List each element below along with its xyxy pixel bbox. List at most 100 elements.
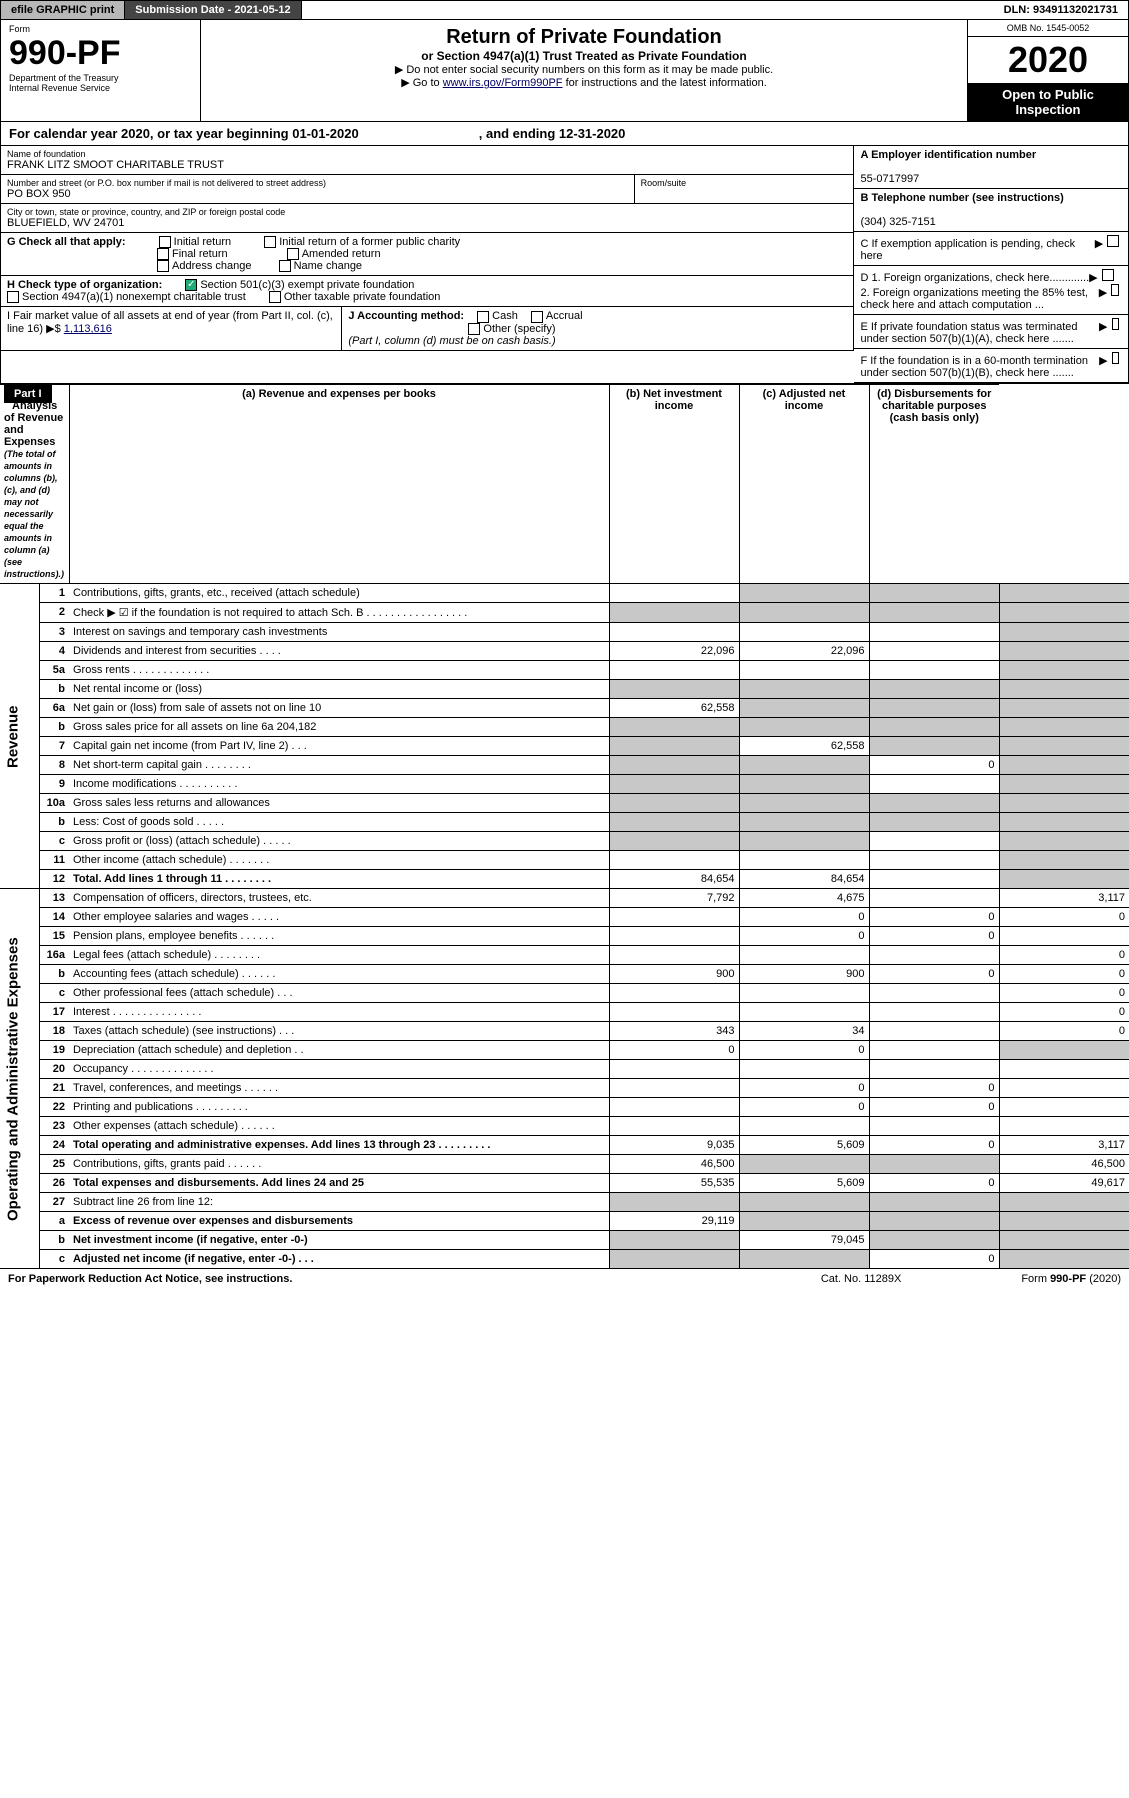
cell-value: 29,119 <box>609 1212 739 1231</box>
cell-value <box>869 1193 999 1212</box>
cell-value <box>609 1250 739 1269</box>
line-number: 17 <box>39 1003 69 1022</box>
paperwork-notice: For Paperwork Reduction Act Notice, see … <box>8 1273 292 1285</box>
cell-value <box>999 870 1129 889</box>
line-description: Other income (attach schedule) . . . . .… <box>69 851 609 870</box>
table-row: aExcess of revenue over expenses and dis… <box>0 1212 1129 1231</box>
table-row: bNet investment income (if negative, ent… <box>0 1231 1129 1250</box>
efile-button[interactable]: efile GRAPHIC print <box>1 1 125 19</box>
table-row: 23Other expenses (attach schedule) . . .… <box>0 1117 1129 1136</box>
cell-value <box>869 775 999 794</box>
table-row: cOther professional fees (attach schedul… <box>0 984 1129 1003</box>
former-charity-checkbox[interactable] <box>264 236 276 248</box>
cell-value <box>739 1155 869 1174</box>
line-number: 18 <box>39 1022 69 1041</box>
line-number: 13 <box>39 889 69 908</box>
address-change-checkbox[interactable] <box>157 260 169 272</box>
initial-return-checkbox[interactable] <box>159 236 171 248</box>
form-subtitle: or Section 4947(a)(1) Trust Treated as P… <box>207 49 961 63</box>
cell-value: 0 <box>869 1098 999 1117</box>
cell-value: 22,096 <box>609 642 739 661</box>
submission-date: Submission Date - 2021-05-12 <box>125 1 301 19</box>
cell-value: 0 <box>869 1174 999 1193</box>
line-description: Other employee salaries and wages . . . … <box>69 908 609 927</box>
cell-value <box>609 1231 739 1250</box>
cell-value <box>739 984 869 1003</box>
line-number: 10a <box>39 794 69 813</box>
fmv-link[interactable]: 1,113,616 <box>64 323 112 335</box>
cell-value <box>609 1003 739 1022</box>
f-checkbox[interactable] <box>1112 352 1119 364</box>
section-j: J Accounting method: Cash Accrual Other … <box>342 307 854 350</box>
table-row: 12Total. Add lines 1 through 11 . . . . … <box>0 870 1129 889</box>
501c3-checkbox[interactable] <box>185 279 197 291</box>
d2-checkbox[interactable] <box>1111 284 1119 296</box>
line-number: c <box>39 984 69 1003</box>
irs-link[interactable]: www.irs.gov/Form990PF <box>443 77 563 89</box>
cell-value: 46,500 <box>609 1155 739 1174</box>
cell-value: 62,558 <box>739 737 869 756</box>
other-method-checkbox[interactable] <box>468 323 480 335</box>
cell-value <box>609 1098 739 1117</box>
cell-value: 0 <box>869 1136 999 1155</box>
line-number: 20 <box>39 1060 69 1079</box>
cell-value <box>609 1117 739 1136</box>
e-checkbox[interactable] <box>1112 318 1120 330</box>
cell-value: 3,117 <box>999 889 1129 908</box>
accrual-checkbox[interactable] <box>531 311 543 323</box>
cell-value <box>999 1060 1129 1079</box>
table-row: 10aGross sales less returns and allowanc… <box>0 794 1129 813</box>
line-number: 25 <box>39 1155 69 1174</box>
cell-value <box>999 737 1129 756</box>
cell-value: 84,654 <box>609 870 739 889</box>
cell-value <box>869 851 999 870</box>
d1-checkbox[interactable] <box>1102 269 1114 281</box>
cell-value <box>739 603 869 623</box>
table-row: 8Net short-term capital gain . . . . . .… <box>0 756 1129 775</box>
line-number: 12 <box>39 870 69 889</box>
line-description: Interest on savings and temporary cash i… <box>69 623 609 642</box>
other-taxable-checkbox[interactable] <box>269 291 281 303</box>
section-h: H Check type of organization: Section 50… <box>1 276 854 307</box>
line-number: 24 <box>39 1136 69 1155</box>
line-description: Occupancy . . . . . . . . . . . . . . <box>69 1060 609 1079</box>
line-description: Net rental income or (loss) <box>69 680 609 699</box>
cell-value: 0 <box>869 927 999 946</box>
line-number: 16a <box>39 946 69 965</box>
cell-value: 0 <box>869 908 999 927</box>
form-footer: Form 990-PF (2020) <box>1021 1273 1121 1285</box>
line-number: 2 <box>39 603 69 623</box>
cell-value <box>999 794 1129 813</box>
line-number: 1 <box>39 584 69 603</box>
line-description: Depreciation (attach schedule) and deple… <box>69 1041 609 1060</box>
line-description: Total. Add lines 1 through 11 . . . . . … <box>69 870 609 889</box>
cash-checkbox[interactable] <box>477 311 489 323</box>
dln-label: DLN: 93491132021731 <box>994 1 1128 19</box>
name-change-checkbox[interactable] <box>279 260 291 272</box>
cell-value <box>869 737 999 756</box>
table-row: bGross sales price for all assets on lin… <box>0 718 1129 737</box>
line-description: Taxes (attach schedule) (see instruction… <box>69 1022 609 1041</box>
line-description: Net investment income (if negative, ente… <box>69 1231 609 1250</box>
cell-value <box>869 1155 999 1174</box>
line-number: b <box>39 680 69 699</box>
cell-value <box>999 661 1129 680</box>
cell-value <box>609 794 739 813</box>
line-number: 21 <box>39 1079 69 1098</box>
dept-label: Department of the Treasury <box>9 73 192 83</box>
amended-return-checkbox[interactable] <box>287 248 299 260</box>
table-row: 2Check ▶ ☑ if the foundation is not requ… <box>0 603 1129 623</box>
4947a1-checkbox[interactable] <box>7 291 19 303</box>
line-description: Income modifications . . . . . . . . . . <box>69 775 609 794</box>
cell-value <box>999 1117 1129 1136</box>
line-number: 27 <box>39 1193 69 1212</box>
c-checkbox[interactable] <box>1107 235 1119 247</box>
omb-number: OMB No. 1545-0052 <box>968 20 1128 37</box>
cell-value <box>739 946 869 965</box>
cell-value <box>609 984 739 1003</box>
cell-value <box>869 1041 999 1060</box>
final-return-checkbox[interactable] <box>157 248 169 260</box>
line-number: 9 <box>39 775 69 794</box>
cell-value <box>869 699 999 718</box>
line-description: Other expenses (attach schedule) . . . .… <box>69 1117 609 1136</box>
